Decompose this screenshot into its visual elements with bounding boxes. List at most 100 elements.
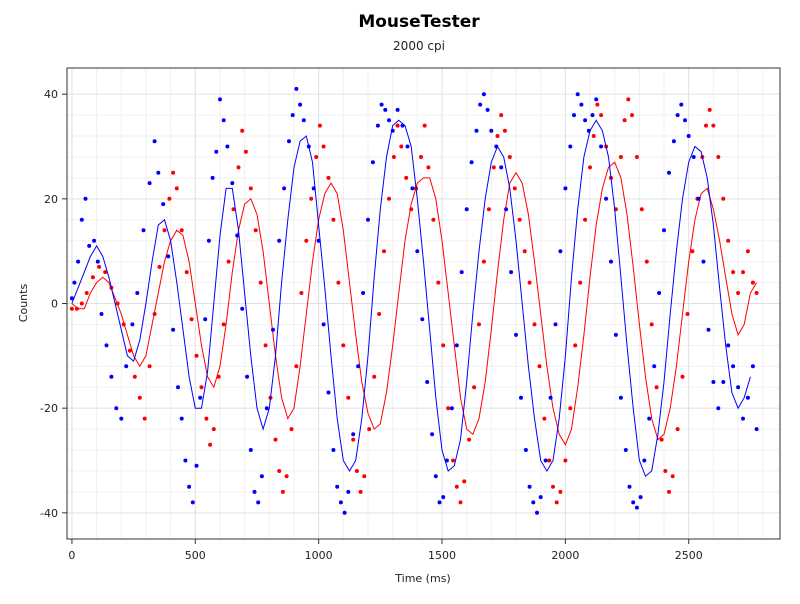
data-point xyxy=(124,364,129,369)
data-point xyxy=(404,175,409,180)
data-point xyxy=(132,374,137,379)
data-point xyxy=(214,149,219,154)
data-point xyxy=(425,380,430,384)
data-point xyxy=(331,448,336,452)
data-point xyxy=(176,385,180,390)
data-point xyxy=(216,374,221,379)
data-point xyxy=(522,249,527,254)
data-point xyxy=(481,259,486,264)
data-point xyxy=(716,406,721,411)
data-point xyxy=(162,228,167,233)
data-point xyxy=(558,489,563,494)
data-point xyxy=(221,118,226,123)
data-point xyxy=(736,385,741,390)
data-point xyxy=(415,249,420,254)
x-tick-label: 2000 xyxy=(551,549,579,562)
data-point xyxy=(663,469,668,473)
data-point xyxy=(317,123,322,128)
chart-subtitle: 2000 cpi xyxy=(393,39,445,53)
data-point xyxy=(379,102,384,107)
data-point xyxy=(326,390,331,395)
data-point xyxy=(395,123,400,128)
data-point xyxy=(230,181,235,186)
data-point xyxy=(622,118,627,123)
data-point xyxy=(271,327,275,332)
data-point xyxy=(512,186,517,191)
data-point xyxy=(240,128,245,133)
data-point xyxy=(590,113,595,118)
data-point xyxy=(336,280,341,285)
data-point xyxy=(716,155,721,159)
data-point xyxy=(382,249,386,254)
data-point xyxy=(441,343,446,348)
data-point xyxy=(639,207,644,212)
data-point xyxy=(426,165,431,170)
data-point xyxy=(375,123,380,128)
data-point xyxy=(287,139,291,144)
data-point xyxy=(252,489,257,494)
data-point xyxy=(387,118,391,123)
data-point xyxy=(167,196,172,201)
data-point xyxy=(532,322,537,327)
data-point xyxy=(454,343,459,348)
data-point xyxy=(444,458,449,463)
data-point xyxy=(400,123,405,128)
data-point xyxy=(174,186,179,191)
data-point xyxy=(575,92,580,97)
data-point xyxy=(253,228,258,233)
data-point xyxy=(509,270,514,275)
data-point xyxy=(446,406,451,411)
data-point xyxy=(626,97,631,102)
data-point xyxy=(430,432,435,437)
data-point xyxy=(314,155,319,159)
data-point xyxy=(527,280,532,285)
data-point xyxy=(707,107,712,112)
data-point xyxy=(309,196,314,201)
data-point xyxy=(218,97,222,102)
data-point xyxy=(449,406,454,411)
data-point xyxy=(298,102,303,107)
data-point xyxy=(194,353,199,358)
data-point xyxy=(642,458,647,463)
data-point xyxy=(147,364,152,369)
data-point xyxy=(208,442,213,447)
data-point xyxy=(578,280,583,285)
data-point xyxy=(69,306,74,311)
data-point xyxy=(436,280,441,285)
data-point xyxy=(358,489,363,494)
data-point xyxy=(644,259,649,264)
data-point xyxy=(499,113,504,118)
data-point xyxy=(259,474,264,479)
data-point xyxy=(90,275,95,280)
data-point xyxy=(441,495,446,500)
data-point xyxy=(675,113,680,118)
data-point xyxy=(390,128,395,133)
data-point xyxy=(736,291,741,295)
data-point xyxy=(745,395,750,400)
data-point xyxy=(670,474,675,479)
data-point xyxy=(346,395,351,400)
data-point xyxy=(263,343,268,348)
data-point xyxy=(248,186,253,191)
data-point xyxy=(304,238,309,243)
data-point xyxy=(366,217,370,222)
data-point xyxy=(583,118,588,123)
x-tick-label: 500 xyxy=(185,549,206,562)
data-point xyxy=(675,427,680,432)
data-point xyxy=(184,270,189,275)
chart-title: MouseTester xyxy=(358,12,480,32)
data-point xyxy=(351,437,356,442)
y-tick-label: -20 xyxy=(40,402,58,415)
data-point xyxy=(671,139,676,144)
data-point xyxy=(686,134,691,138)
data-point xyxy=(311,186,316,191)
data-point xyxy=(554,500,559,505)
data-point xyxy=(704,123,708,128)
data-point xyxy=(280,489,285,494)
data-point xyxy=(115,301,120,306)
data-point xyxy=(74,306,79,311)
data-point xyxy=(558,249,563,254)
data-point xyxy=(161,202,166,207)
data-point xyxy=(572,113,576,118)
y-tick-label: 20 xyxy=(44,193,58,206)
